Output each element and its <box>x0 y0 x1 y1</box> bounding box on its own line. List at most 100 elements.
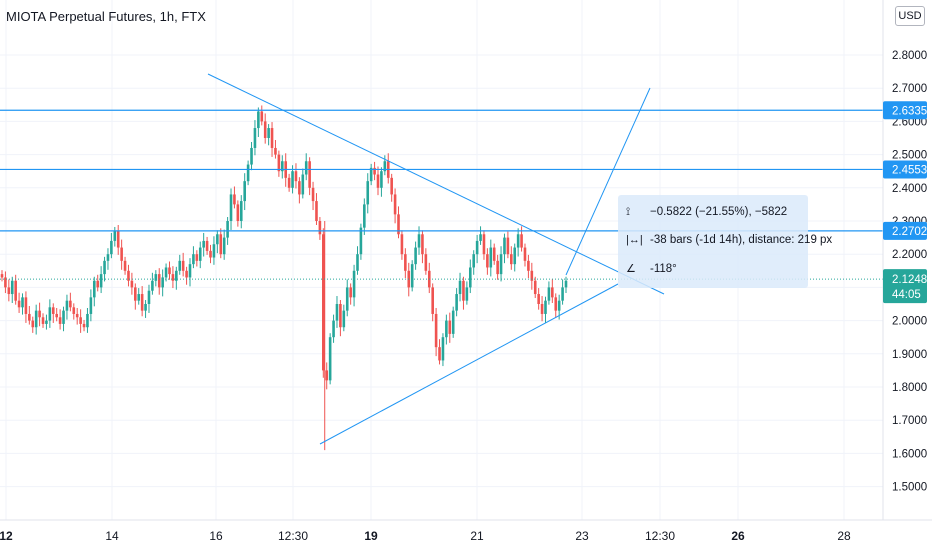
candle <box>229 188 233 230</box>
candle <box>294 163 298 189</box>
measure-info-box: ⟟ −0.5822 (−21.55%), −5822 |↔| -38 bars (-… <box>618 195 832 288</box>
candle <box>0 270 4 282</box>
candle <box>243 173 246 211</box>
candle <box>116 224 120 255</box>
candle <box>106 248 110 270</box>
candle <box>72 303 76 320</box>
candle <box>96 274 100 292</box>
candle <box>513 243 517 272</box>
candle <box>342 304 346 332</box>
candle <box>482 230 486 260</box>
candle <box>325 362 329 390</box>
candle <box>380 167 383 197</box>
y-tick-label: 2.6000 <box>892 116 927 128</box>
candle <box>62 306 65 332</box>
candle <box>479 226 482 245</box>
candle <box>318 217 322 240</box>
candle <box>304 153 308 181</box>
candle <box>257 107 260 138</box>
candle <box>462 276 465 310</box>
x-tick-label: 21 <box>470 529 484 543</box>
candle <box>171 266 175 289</box>
x-tick-label: 12:30 <box>278 529 308 543</box>
candle <box>366 173 370 214</box>
measure-bars-row: |↔| -38 bars (-1d 14h), distance: 219 px <box>626 234 832 246</box>
candle <box>376 166 380 196</box>
candle <box>301 168 305 199</box>
y-tick-label: 2.8000 <box>892 50 927 62</box>
candle <box>10 276 14 304</box>
candle <box>123 256 127 275</box>
candle <box>352 264 356 307</box>
candle <box>356 246 359 275</box>
price-tags: 2.6335 2.4553 2.2702 2.1248 44:05 <box>883 101 927 304</box>
upper-trendline[interactable] <box>207 73 665 295</box>
candle <box>51 303 55 323</box>
lower-trendline[interactable] <box>319 283 619 445</box>
candle <box>298 177 301 204</box>
candle <box>120 239 123 270</box>
candle <box>236 200 240 227</box>
y-tick-label: 1.6000 <box>892 448 927 460</box>
candle <box>24 291 28 323</box>
candle <box>373 161 376 181</box>
candle <box>533 276 537 299</box>
currency-button[interactable]: USD <box>895 6 925 26</box>
candle <box>65 294 69 320</box>
candle <box>496 254 499 280</box>
candle <box>151 272 154 295</box>
candle-countdown-label: 44:05 <box>892 289 921 301</box>
candle <box>198 241 202 269</box>
candle <box>492 243 496 265</box>
price-axis[interactable]: 2.80002.70002.60002.50002.40002.30002.20… <box>882 0 927 520</box>
candle <box>441 333 445 367</box>
y-tick-label: 2.4000 <box>892 183 927 195</box>
candle <box>270 122 274 157</box>
svg-text:2.6335: 2.6335 <box>892 105 927 117</box>
candle <box>438 339 441 365</box>
candle <box>455 288 458 317</box>
candle <box>4 271 7 294</box>
y-tick-label: 1.8000 <box>892 382 927 394</box>
candle <box>451 306 455 338</box>
candle <box>540 296 544 322</box>
candle <box>14 274 17 305</box>
candle <box>216 230 219 254</box>
y-tick-label: 1.7000 <box>892 415 927 427</box>
candle <box>404 248 407 279</box>
current-price-label: 2.1248 <box>892 274 927 286</box>
time-axis[interactable]: 12 14 16 12:30 19 21 23 12:30 26 28 <box>0 519 932 543</box>
chart-title: MIOTA Perpetual Futures, 1h, FTX <box>6 9 206 24</box>
candle <box>544 296 547 323</box>
candle <box>427 262 431 294</box>
candle <box>127 264 130 287</box>
candle <box>209 244 212 264</box>
candle <box>130 272 134 295</box>
candle <box>195 250 199 267</box>
projection-line[interactable] <box>565 87 651 276</box>
candle <box>260 105 264 126</box>
candle <box>110 232 113 259</box>
measure-bars-text: -38 bars (-1d 14h), distance: 219 px <box>650 234 833 246</box>
candle <box>458 272 462 302</box>
candle <box>332 314 335 343</box>
candle <box>89 289 93 322</box>
candle <box>17 292 21 313</box>
candle <box>339 300 342 337</box>
candle <box>137 288 141 305</box>
candle <box>21 293 24 315</box>
candle <box>335 296 339 328</box>
y-tick-label: 2.0000 <box>892 316 927 328</box>
candle <box>397 206 400 239</box>
y-tick-label: 1.5000 <box>892 482 927 494</box>
candle <box>144 300 147 318</box>
y-tick-label: 2.5000 <box>892 150 927 162</box>
x-tick-label: 23 <box>575 529 589 543</box>
level-price-tag: 2.6335 <box>883 101 927 120</box>
measure-price-row: ⟟ −0.5822 (−21.55%), −5822 <box>626 206 787 219</box>
candle <box>274 139 277 159</box>
candle <box>239 195 243 229</box>
candle <box>448 312 452 343</box>
candle <box>188 258 192 287</box>
candle <box>523 243 527 267</box>
